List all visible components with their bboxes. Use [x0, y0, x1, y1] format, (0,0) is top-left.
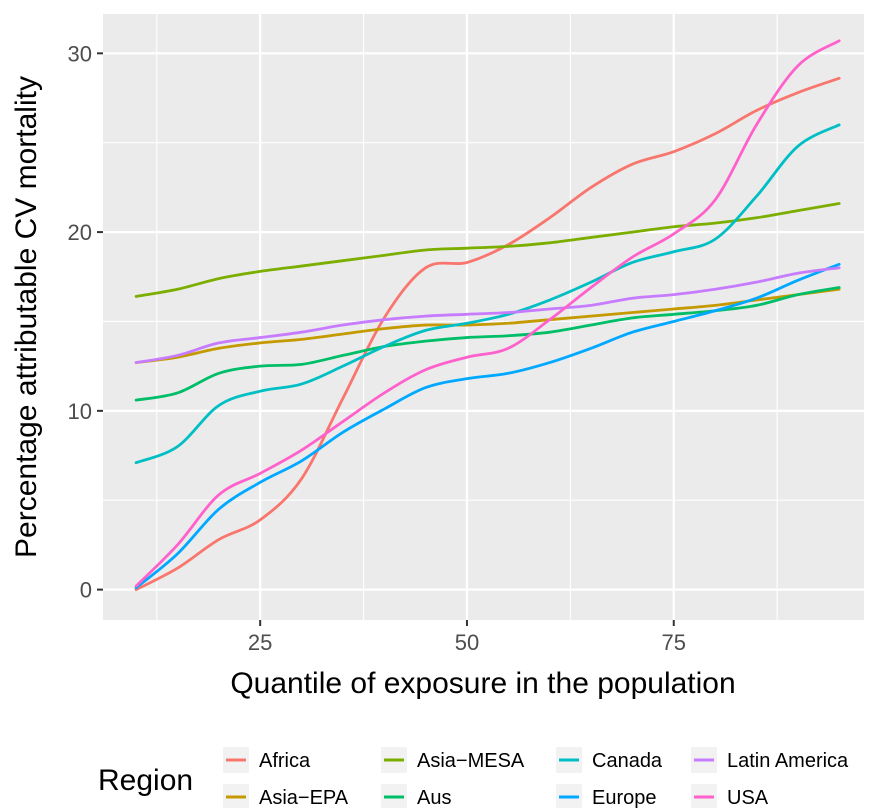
legend-label-africa: Africa [259, 750, 311, 772]
y-tick-label: 20 [68, 220, 92, 245]
legend-label-canada: Canada [592, 750, 663, 772]
legend-label-europe: Europe [592, 787, 657, 808]
series-line-usa [134, 39, 841, 588]
legend-label-asia-epa: Asia−EPA [259, 787, 349, 808]
x-axis-title: Quantile of exposure in the population [230, 667, 735, 700]
y-axis-title: Percentage attributable CV mortality [10, 76, 43, 558]
series-line-africa [134, 76, 841, 592]
series-lines [134, 39, 841, 592]
legend-label-usa: USA [727, 787, 769, 808]
y-axis: 0 10 20 30 [68, 41, 103, 603]
y-tick-label: 0 [80, 578, 92, 603]
x-tick-label: 50 [455, 630, 479, 655]
series-line-europe [134, 262, 841, 590]
legend-label-aus: Aus [417, 787, 451, 808]
major-grid [103, 14, 864, 620]
panel-background [103, 14, 864, 620]
legend-title: Region [98, 764, 193, 797]
series-line-asia-mesa [134, 202, 841, 298]
legend: Africa Asia−EPA Asia−MESA Aus Canada Europe La… [223, 747, 849, 808]
series-line-asia-epa [134, 287, 841, 364]
legend-label-latin-america: Latin America [727, 750, 849, 772]
y-tick-label: 30 [68, 41, 92, 66]
legend-label-asia-mesa: Asia−MESA [417, 750, 525, 772]
y-tick-label: 10 [68, 399, 92, 424]
series-line-canada [134, 123, 841, 465]
x-tick-label: 25 [248, 630, 272, 655]
series-line-latin-america [134, 266, 841, 364]
x-tick-label: 75 [662, 630, 686, 655]
x-axis: 25 50 75 [248, 620, 686, 655]
